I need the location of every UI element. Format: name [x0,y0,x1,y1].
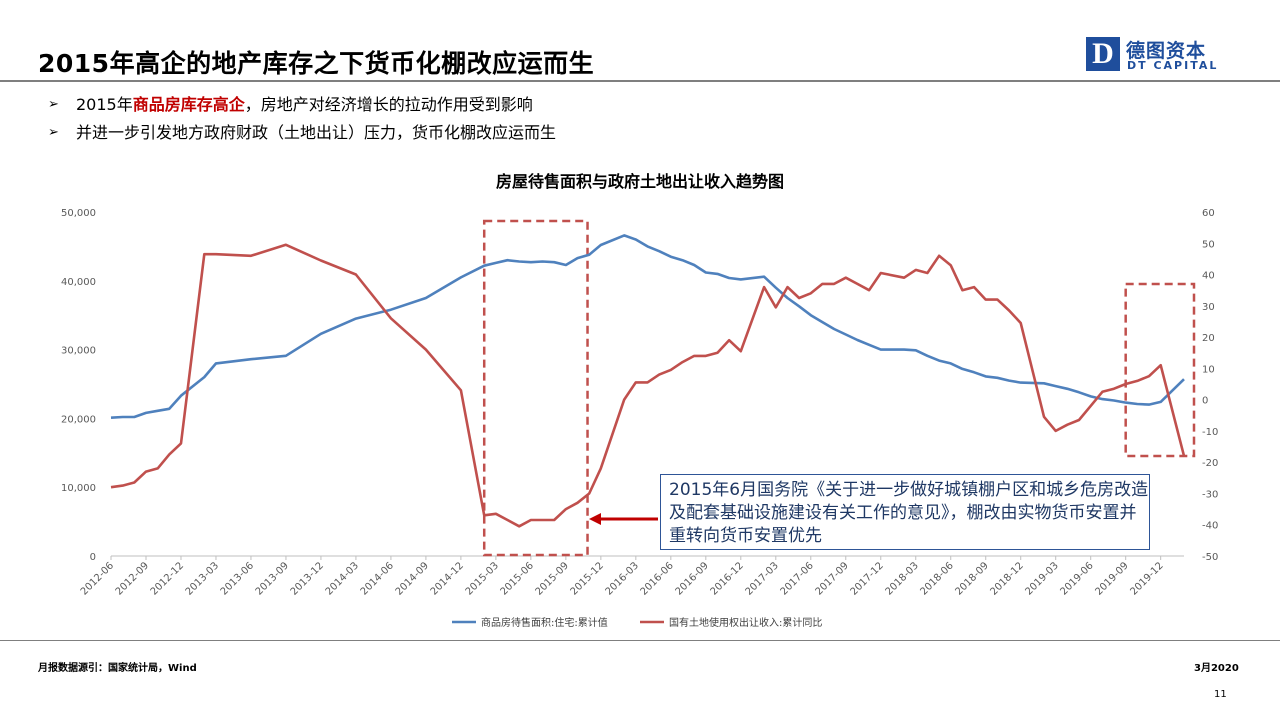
x-tick-label: 2013-12 [289,560,326,597]
x-tick-label: 2014-06 [359,560,396,597]
logo-mark-icon: D [1086,37,1120,71]
x-tick-label: 2019-12 [1128,560,1165,597]
x-tick-label: 2015-03 [464,560,501,597]
right-tick-label: 20 [1202,333,1215,344]
legend-label: 国有土地使用权出让收入:累计同比 [669,616,822,629]
bullet-item: ➢ 2015年商品房库存高企，房地产对经济增长的拉动作用受到影响 [48,91,556,119]
chart-legend: 商品房待售面积:住宅:累计值 国有土地使用权出让收入:累计同比 [452,616,822,629]
x-tick-label: 2014-09 [394,560,431,597]
highlight-box [482,219,589,557]
series-lines [110,234,1186,528]
right-tick-label: -50 [1202,552,1218,563]
page-number: 11 [1214,689,1227,700]
bullet-text: ，房地产对经济增长的拉动作用受到影响 [244,95,533,114]
bullet-highlight: 商品房库存高企 [132,95,245,114]
bullet-list: ➢ 2015年商品房库存高企，房地产对经济增长的拉动作用受到影响 ➢ 并进一步引… [48,91,556,147]
bullet-text: 并进一步引发地方政府财政（土地出让）压力，货币化棚改应运而生 [76,123,557,142]
x-tick-label: 2016-12 [709,560,746,597]
left-tick-label: 0 [90,552,96,563]
right-tick-label: 40 [1202,271,1215,282]
logo-name-en: DT CAPITAL [1127,59,1219,72]
title-divider [0,80,1280,82]
x-tick-label: 2016-06 [639,560,676,597]
left-tick-label: 50,000 [61,208,96,219]
x-tick-label: 2019-03 [1023,560,1060,597]
x-tick-label: 2015-09 [534,560,571,597]
x-tick-label: 2016-09 [674,560,711,597]
brand-logo: D 德图资本 DT CAPITAL [1086,37,1236,73]
right-tick-label: -30 [1202,489,1218,500]
right-tick-label: 10 [1202,364,1215,375]
data-source: 月报数据源引：国家统计局，Wind [38,663,197,674]
bullet-text: 2015年 [76,95,133,114]
x-tick-label: 2017-06 [779,560,816,597]
x-tick-label: 2013-09 [254,560,291,597]
highlight-box [1124,282,1196,458]
left-tick-label: 30,000 [61,346,96,357]
report-date: 3月2020 [1194,663,1239,674]
footer-divider [0,640,1280,641]
right-tick-label: 60 [1202,208,1215,219]
x-tick-label: 2014-12 [429,560,466,597]
x-tick-label: 2016-03 [604,560,641,597]
x-tick-label: 2013-06 [219,560,256,597]
bullet-item: ➢ 并进一步引发地方政府财政（土地出让）压力，货币化棚改应运而生 [48,119,556,147]
left-tick-label: 20,000 [61,414,96,425]
right-tick-label: -20 [1202,458,1218,469]
x-tick-label: 2015-06 [499,560,536,597]
x-tick-label: 2012-06 [79,560,116,597]
x-tick-label: 2018-06 [919,560,956,597]
right-tick-label: -40 [1202,521,1218,532]
x-tick-label: 2019-06 [1058,560,1095,597]
right-tick-label: 0 [1202,396,1208,407]
policy-callout: 2015年6月国务院《关于进一步做好城镇棚户区和城乡危房改造及配套基础设施建设有… [660,474,1150,550]
x-tick-label: 2018-03 [884,560,921,597]
legend-label: 商品房待售面积:住宅:累计值 [481,616,608,629]
x-tick-label: 2014-03 [324,560,361,597]
chart-title: 房屋待售面积与政府土地出让收入趋势图 [496,172,784,191]
highlight-boxes [482,219,1196,557]
x-tick-label: 2015-12 [569,560,606,597]
page-title: 2015年高企的地产库存之下货币化棚改应运而生 [38,49,595,78]
right-tick-label: 30 [1202,302,1215,313]
logo-name-cn: 德图资本 [1126,40,1207,62]
trend-chart: 房屋待售面积与政府土地出让收入趋势图 0 10,000 20,000 30,000 40… [61,172,1218,629]
x-tick-label: 2017-09 [814,560,851,597]
x-tick-label: 2018-12 [989,560,1026,597]
arrow-bullet-icon: ➢ [48,125,59,140]
x-tick-label: 2017-03 [744,560,781,597]
arrow-bullet-icon: ➢ [48,97,59,112]
x-tick-label: 2018-09 [954,560,991,597]
left-tick-label: 40,000 [61,277,96,288]
x-tick-label: 2017-12 [849,560,886,597]
left-tick-label: 10,000 [61,483,96,494]
series-line [110,234,1185,419]
right-tick-label: -10 [1202,427,1218,438]
callout-arrow [589,513,658,525]
series-line [110,243,1186,528]
arrow-left-icon [589,513,601,525]
x-tick-label: 2013-03 [184,560,221,597]
right-tick-label: 50 [1202,239,1215,250]
x-tick-label: 2012-09 [114,560,151,597]
x-tick-label: 2019-09 [1093,560,1130,597]
x-tick-label: 2012-12 [149,560,186,597]
